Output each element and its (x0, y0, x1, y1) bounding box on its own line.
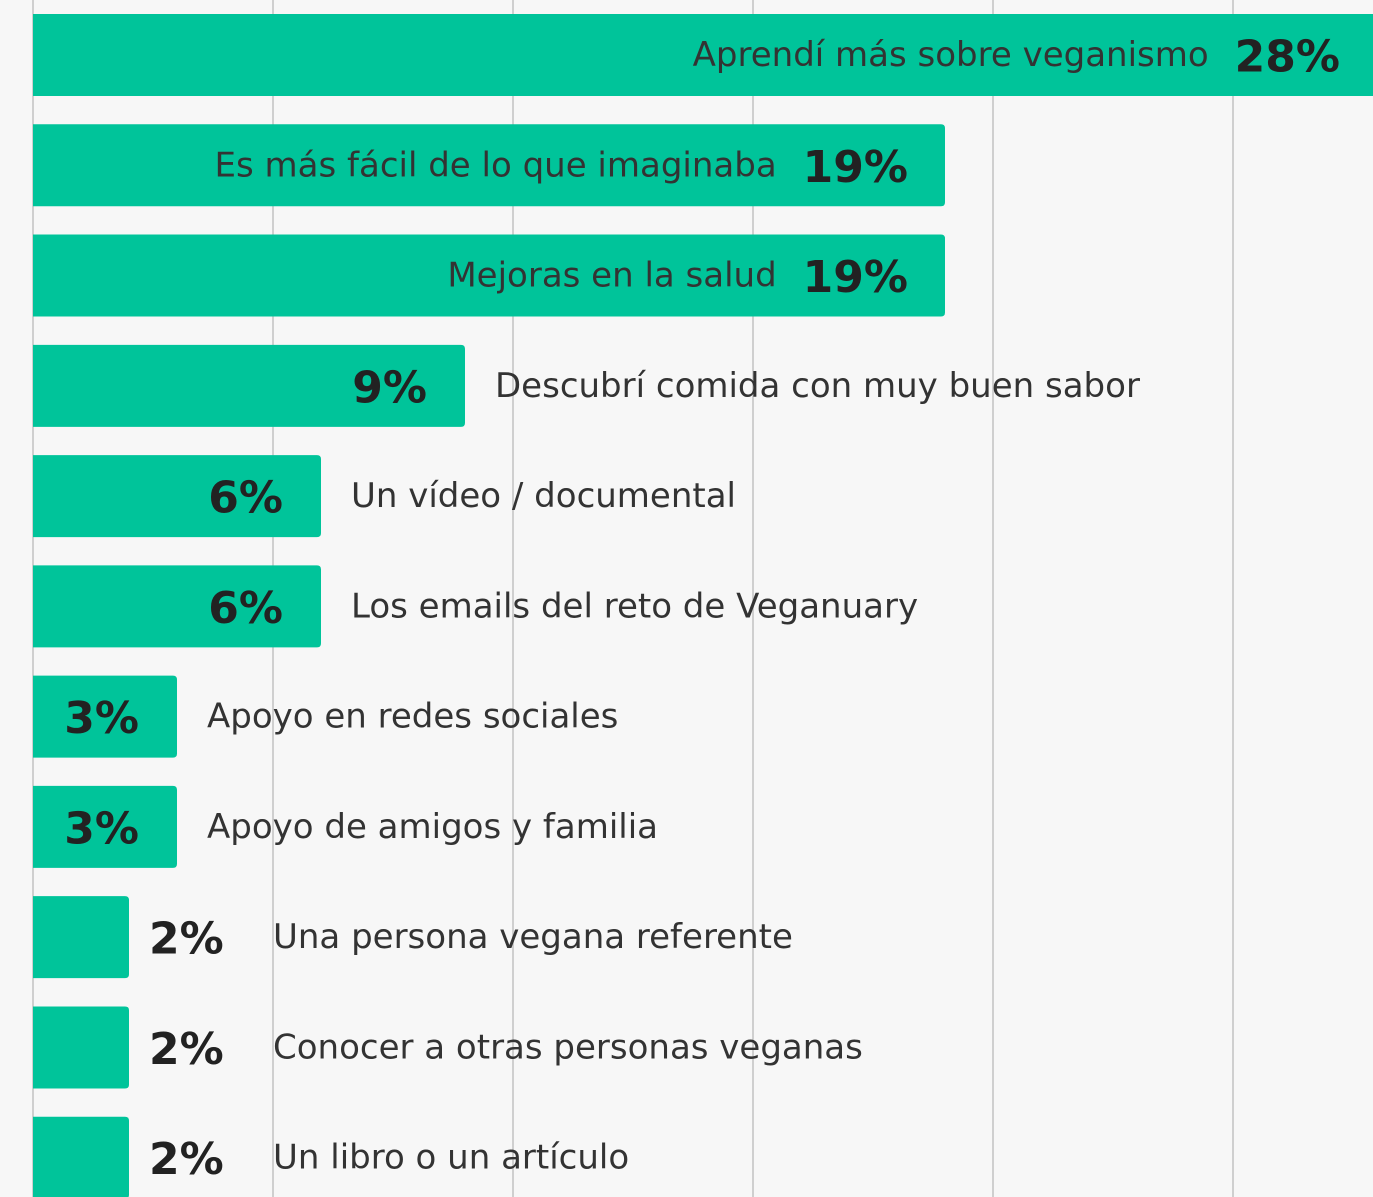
category-label: Un vídeo / documental (351, 476, 736, 516)
bar (33, 896, 129, 979)
bar (33, 344, 465, 427)
value-label: 2% (149, 1024, 224, 1075)
bar (33, 565, 321, 648)
bar (33, 124, 945, 207)
category-label: Los emails del reto de Veganuary (351, 586, 918, 626)
value-label: 19% (803, 252, 908, 303)
category-label: Descubrí comida con muy buen sabor (495, 366, 1140, 406)
category-label: Mejoras en la salud (447, 256, 776, 296)
bar (33, 1116, 129, 1197)
bar (33, 234, 945, 317)
value-label: 6% (208, 583, 283, 634)
bar (33, 785, 177, 868)
bar (33, 1006, 129, 1089)
category-label: Apoyo en redes sociales (207, 697, 618, 737)
category-label: Aprendí más sobre veganismo (693, 35, 1209, 75)
bar (33, 675, 177, 758)
bar (33, 455, 321, 538)
category-label: Apoyo de amigos y familia (207, 807, 658, 847)
value-label: 9% (352, 362, 427, 413)
value-label: 19% (803, 142, 908, 193)
value-label: 2% (149, 914, 224, 965)
value-label: 6% (208, 473, 283, 524)
category-label: Un libro o un artículo (273, 1138, 629, 1178)
bar (33, 14, 1373, 96)
value-label: 3% (64, 693, 139, 744)
value-label: 3% (64, 803, 139, 854)
category-label: Una persona vegana referente (273, 917, 793, 957)
value-label: 2% (149, 1134, 224, 1185)
category-label: Es más fácil de lo que imaginaba (215, 145, 777, 185)
value-label: 28% (1235, 32, 1340, 83)
category-label: Conocer a otras personas veganas (273, 1027, 863, 1067)
